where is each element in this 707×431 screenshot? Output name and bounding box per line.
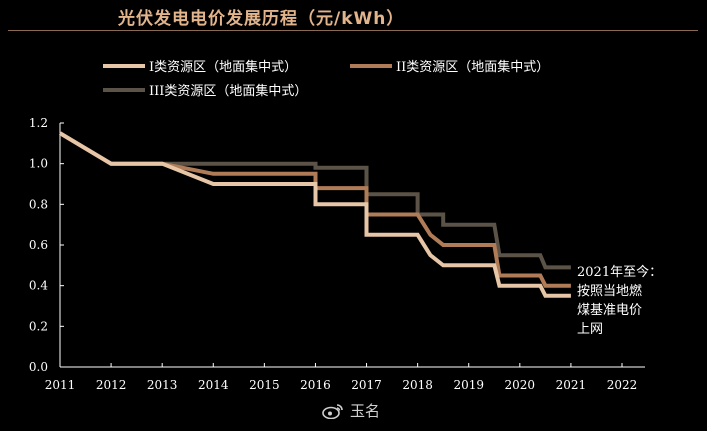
x-tick-label: 2011 <box>45 378 76 392</box>
series-line-2 <box>58 131 571 288</box>
series-line-1 <box>58 131 571 298</box>
y-tick-label: 0.0 <box>29 360 48 374</box>
x-tick-label: 2014 <box>198 378 229 392</box>
x-tick-label: 2015 <box>249 378 280 392</box>
annotation-line: 2021年至今： <box>577 264 662 280</box>
y-tick-label: 0.2 <box>29 319 48 333</box>
y-tick-label: 0.8 <box>29 197 48 211</box>
legend-label-2: II类资源区（地面集中式） <box>396 59 549 75</box>
chart-title: 光伏发电电价发展历程（元/kWh） <box>118 9 405 29</box>
watermark-text: 玉名 <box>350 402 381 420</box>
x-tick-label: 2016 <box>300 378 331 392</box>
legend-label-3: III类资源区（地面集中式） <box>149 83 307 99</box>
annotation-line: 上网 <box>577 322 603 337</box>
annotation-line: 按照当地燃 <box>577 283 642 299</box>
y-tick-label: 0.6 <box>29 238 48 252</box>
x-tick-label: 2017 <box>351 378 382 392</box>
x-tick-label: 2012 <box>96 378 127 392</box>
x-tick-label: 2013 <box>147 378 178 392</box>
x-tick-label: 2020 <box>505 378 536 392</box>
y-tick-label: 1.2 <box>29 116 48 130</box>
x-tick-label: 2021 <box>556 378 587 392</box>
weibo-icon <box>322 403 343 419</box>
x-tick-label: 2019 <box>453 378 484 392</box>
annotation-line: 煤基准电价 <box>577 303 642 318</box>
x-tick-label: 2018 <box>402 378 433 392</box>
title-divider <box>8 30 698 31</box>
legend-label-1: I类资源区（地面集中式） <box>149 59 297 75</box>
y-tick-label: 0.4 <box>29 279 48 293</box>
y-tick-label: 1.0 <box>29 157 48 171</box>
x-tick-label: 2022 <box>607 378 638 392</box>
watermark: 玉名 <box>322 400 380 421</box>
